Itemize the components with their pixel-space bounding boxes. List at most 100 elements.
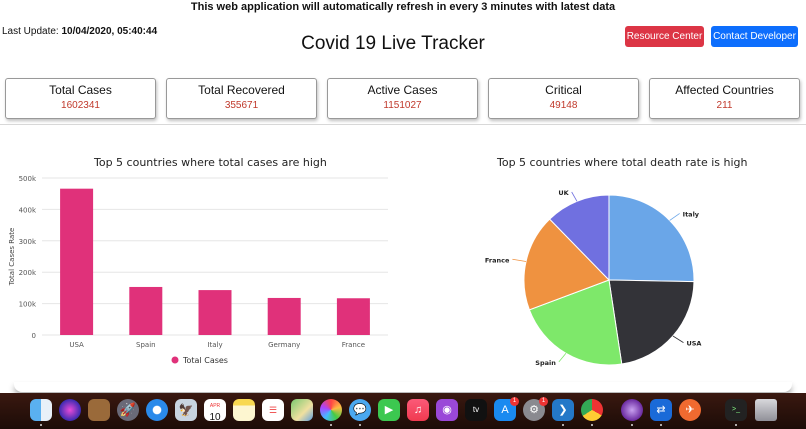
running-indicator	[330, 424, 332, 426]
pie-leader-line	[669, 213, 680, 221]
bar-usa	[60, 188, 94, 335]
bar-france	[336, 298, 370, 335]
resource-center-button[interactable]: Resource Center	[625, 26, 704, 47]
stat-label: Total Recovered	[198, 83, 285, 97]
siri-icon[interactable]	[59, 399, 81, 421]
finder-icon[interactable]	[30, 399, 52, 421]
stat-card-total-cases: Total Cases 1602341	[5, 78, 156, 119]
facetime-icon[interactable]: ▶	[378, 399, 400, 421]
last-update: Last Update: 10/04/2020, 05:40:44	[2, 26, 157, 37]
pie-label: France	[485, 256, 510, 264]
x-tick-label: Germany	[268, 341, 300, 349]
pie-leader-line	[558, 353, 567, 363]
messages-icon[interactable]: 💬	[349, 399, 371, 421]
contact-developer-button[interactable]: Contact Developer	[711, 26, 798, 47]
pie-chart: Italy USA Spain France UK	[485, 189, 702, 367]
pie-leader-line	[672, 335, 684, 343]
x-tick-label: Spain	[136, 341, 156, 349]
legend-label: Total Cases	[182, 356, 228, 365]
stat-label: Total Cases	[49, 83, 112, 97]
x-tick-label: Italy	[207, 341, 222, 349]
running-indicator	[359, 424, 361, 426]
tor-browser-icon[interactable]	[621, 399, 643, 421]
preview-icon[interactable]: 🦅	[175, 399, 197, 421]
system-preferences-icon[interactable]: ⚙ 1	[523, 397, 548, 421]
pie-leader-line	[571, 191, 578, 202]
bar-chart: 0 100k 200k 300k 400k 500k Total Cases Rate USA…	[8, 175, 388, 365]
maps-icon[interactable]	[291, 399, 313, 421]
app-store-badge: 1	[510, 397, 519, 406]
chrome-icon[interactable]	[581, 399, 603, 421]
pie-slice-uk	[548, 194, 610, 282]
refresh-banner: This web application will automatically …	[190, 1, 616, 13]
pie-label: Spain	[535, 359, 556, 367]
running-indicator	[735, 424, 737, 426]
pie-slice-italy	[608, 194, 695, 283]
divider	[0, 124, 806, 125]
stat-label: Active Cases	[367, 83, 438, 97]
stat-label: Critical	[545, 83, 582, 97]
photos-icon[interactable]	[320, 399, 342, 421]
launchpad-icon[interactable]: 🚀	[117, 399, 139, 421]
bar-germany	[267, 297, 301, 335]
notes-icon[interactable]	[233, 399, 255, 421]
pie-slice-france	[523, 218, 610, 311]
music-icon[interactable]: ♫	[407, 399, 429, 421]
trash-icon[interactable]	[755, 399, 777, 421]
stat-card-total-recovered: Total Recovered 355671	[166, 78, 317, 119]
pie-slice-usa	[608, 279, 695, 365]
running-indicator	[631, 424, 633, 426]
page-title: Covid 19 Live Tracker	[301, 33, 485, 54]
postman-icon[interactable]: ✈	[679, 399, 701, 421]
calendar-icon[interactable]: APR 10	[204, 399, 226, 423]
y-tick-label: 200k	[19, 269, 37, 277]
y-tick-label: 100k	[19, 301, 37, 309]
legend-swatch	[171, 356, 179, 364]
stat-value: 1151027	[383, 100, 422, 111]
terminal-icon[interactable]: >_	[725, 399, 747, 421]
running-indicator	[562, 424, 564, 426]
last-update-value: 10/04/2020, 05:40:44	[61, 26, 158, 37]
y-axis-label: Total Cases Rate	[8, 228, 16, 287]
x-tick-label: France	[342, 341, 365, 349]
safari-icon[interactable]	[146, 399, 168, 421]
calendar-month: APR	[209, 403, 221, 409]
tv-icon[interactable]: tv	[465, 399, 487, 421]
stat-value: 1602341	[61, 100, 100, 111]
y-tick-label: 500k	[19, 175, 37, 183]
bar-spain	[129, 286, 163, 335]
bar-chart-title: Top 5 countries where total cases are hi…	[94, 156, 327, 169]
stat-card-affected-countries: Affected Countries 211	[649, 78, 800, 119]
calendar-day: 10	[209, 412, 221, 423]
pie-leader-line	[512, 258, 527, 262]
stat-value: 355671	[224, 100, 259, 111]
y-tick-label: 0	[32, 332, 36, 340]
x-tick-label: USA	[69, 341, 84, 349]
podcasts-icon[interactable]: ◉	[436, 399, 458, 421]
pie-label: USA	[686, 340, 701, 348]
stat-card-active-cases: Active Cases 1151027	[327, 78, 478, 119]
pie-chart-title: Top 5 countries where total death rate i…	[497, 156, 748, 169]
running-indicator	[591, 424, 593, 426]
stat-value: 49148	[549, 100, 578, 111]
teamviewer-icon[interactable]: ⇄	[650, 399, 672, 421]
stat-value: 211	[716, 100, 733, 111]
reminders-icon[interactable]: ☰	[262, 399, 284, 421]
vscode-icon[interactable]: ❯	[552, 399, 574, 421]
settings-badge: 1	[539, 397, 548, 406]
content-card-edge	[14, 382, 792, 392]
y-tick-label: 400k	[19, 206, 37, 214]
last-update-label: Last Update:	[2, 26, 59, 37]
bar-italy	[198, 290, 232, 335]
running-indicator	[660, 424, 662, 426]
y-tick-label: 300k	[19, 238, 37, 246]
stat-card-critical: Critical 49148	[488, 78, 639, 119]
stat-label: Affected Countries	[675, 83, 774, 97]
pie-label: UK	[558, 189, 569, 197]
notes-folder-icon[interactable]	[88, 399, 110, 421]
running-indicator	[40, 424, 42, 426]
pie-label: Italy	[683, 210, 700, 218]
